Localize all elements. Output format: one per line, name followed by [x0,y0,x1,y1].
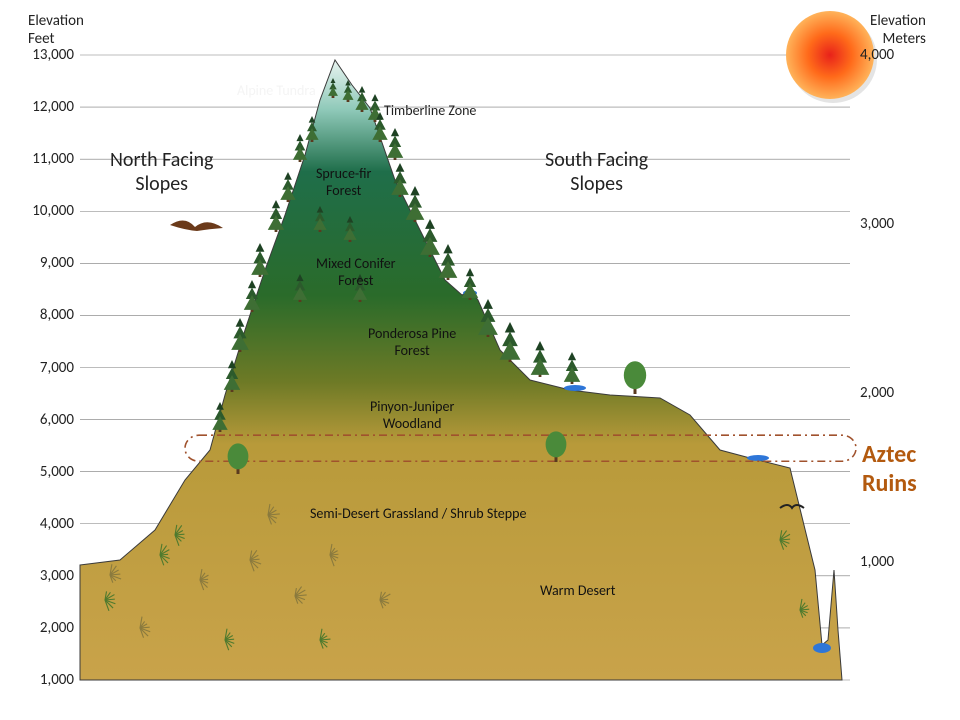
zone-label: Pinyon-Juniper Woodland [370,398,454,432]
zone-label: Timberline Zone [384,102,476,119]
zone-label: Spruce-fir Forest [316,165,371,199]
right-axis-title: Elevation Meters [870,12,926,48]
zone-label: Mixed Conifer Forest [316,255,396,289]
aztec-ruins-label: Aztec Ruins [862,440,917,498]
right-tick: 1,000 [860,553,894,571]
zone-label: Semi-Desert Grassland / Shrub Steppe [310,505,526,522]
left-tick: 6,000 [40,411,74,429]
left-tick: 3,000 [40,567,74,585]
right-tick: 2,000 [860,384,894,402]
diagram-root: Elevation Feet Elevation Meters 13,000 12… [0,0,960,720]
left-tick: 9,000 [40,254,74,272]
left-tick: 1,000 [40,671,74,689]
south-slope-label: South Facing Slopes [545,148,648,196]
zone-label: Ponderosa Pine Forest [368,325,456,359]
left-tick: 2,000 [40,619,74,637]
left-tick: 10,000 [32,202,74,220]
left-tick: 5,000 [40,463,74,481]
left-tick: 11,000 [32,150,74,168]
zone-label: Warm Desert [540,582,616,599]
left-tick: 12,000 [32,98,74,116]
left-tick: 7,000 [40,359,74,377]
left-tick: 13,000 [32,46,74,64]
right-tick: 3,000 [860,215,894,233]
right-tick: 4,000 [860,46,894,64]
north-slope-label: North Facing Slopes [110,148,213,196]
left-axis-title: Elevation Feet [28,12,84,48]
zone-label: Alpine Tundra [237,82,316,99]
left-tick: 4,000 [40,515,74,533]
diagram-svg [0,0,960,720]
left-tick: 8,000 [40,306,74,324]
